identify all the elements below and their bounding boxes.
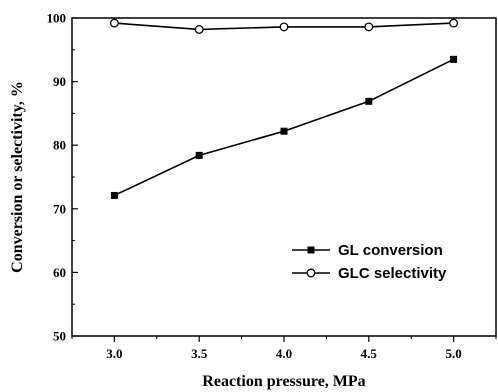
data-point-gl-conversion xyxy=(365,97,373,105)
x-tick-label: 5.0 xyxy=(445,346,461,361)
y-tick-label: 80 xyxy=(53,138,66,153)
data-point-glc-selectivity xyxy=(364,22,374,32)
x-tick-label: 4.5 xyxy=(361,346,378,361)
legend-label-glc-selectivity: GLC selectivity xyxy=(338,265,447,282)
data-point-glc-selectivity xyxy=(109,18,119,28)
x-tick-label: 3.5 xyxy=(191,346,208,361)
data-point-gl-conversion xyxy=(450,55,458,63)
data-point-glc-selectivity xyxy=(279,22,289,32)
x-tick-label: 4.0 xyxy=(276,346,292,361)
data-point-gl-conversion xyxy=(195,151,203,159)
x-tick-label: 3.0 xyxy=(106,346,122,361)
legend-marker-gl-conversion xyxy=(307,246,315,254)
axis-ticks: 50 60 70 80 90 100 3.0 3.5 4.0 4.5 5.0 xyxy=(47,11,497,361)
data-point-gl-conversion xyxy=(110,191,118,199)
y-axis-title: Conversion or selectivity, % xyxy=(9,81,26,273)
legend-label-gl-conversion: GL conversion xyxy=(338,242,443,259)
y-tick-label: 50 xyxy=(53,329,66,344)
legend: GL conversion GLC selectivity xyxy=(292,242,447,282)
legend-marker-glc-selectivity xyxy=(306,268,316,278)
data-point-glc-selectivity xyxy=(449,18,459,28)
y-tick-label: 100 xyxy=(47,11,67,26)
series-layer xyxy=(109,18,459,199)
y-tick-label: 60 xyxy=(53,265,66,280)
series-line-gl-conversion xyxy=(114,58,454,197)
y-tick-label: 90 xyxy=(53,74,66,89)
plot-frame xyxy=(71,17,497,337)
data-point-glc-selectivity xyxy=(194,24,204,34)
y-tick-label: 70 xyxy=(53,201,66,216)
x-axis-title: Reaction pressure, MPa xyxy=(202,373,365,390)
data-point-gl-conversion xyxy=(280,127,288,135)
